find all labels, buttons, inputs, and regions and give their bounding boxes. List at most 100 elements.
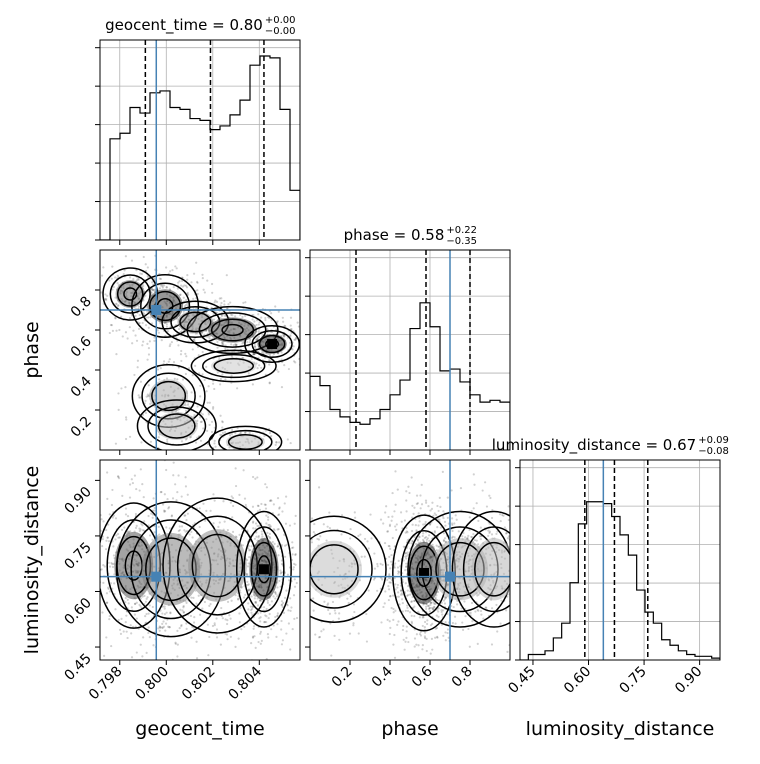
sample-point xyxy=(479,538,482,541)
sample-point xyxy=(184,352,187,355)
sample-point xyxy=(302,581,304,583)
title-minus: −0.35 xyxy=(446,236,477,247)
sample-point xyxy=(114,517,118,520)
sample-point xyxy=(250,357,253,360)
sample-point xyxy=(240,628,243,631)
sample-point xyxy=(104,293,107,296)
sample-point xyxy=(559,566,561,568)
sample-point xyxy=(389,567,392,570)
sample-point xyxy=(560,593,562,595)
sample-point xyxy=(481,489,484,492)
contour-line xyxy=(218,429,273,450)
sample-point xyxy=(146,310,149,313)
sample-point xyxy=(522,579,524,581)
sample-point xyxy=(84,569,86,571)
sample-point xyxy=(210,282,214,286)
sample-point xyxy=(340,533,343,536)
sample-point xyxy=(435,614,438,617)
sample-point xyxy=(126,598,129,602)
sample-point xyxy=(202,427,205,430)
sample-point xyxy=(422,532,425,535)
sample-point xyxy=(523,545,525,547)
sample-point xyxy=(219,462,221,464)
sample-point xyxy=(180,359,183,363)
sample-point xyxy=(284,325,287,328)
contour-line xyxy=(310,544,359,595)
sample-point xyxy=(510,506,512,508)
sample-point xyxy=(369,513,372,516)
sample-point xyxy=(443,602,447,605)
sample-point xyxy=(161,612,164,615)
sample-point xyxy=(225,633,229,636)
sample-point xyxy=(258,321,261,324)
sample-point xyxy=(419,494,422,497)
sample-point xyxy=(270,628,273,631)
sample-point xyxy=(135,339,139,342)
sample-point xyxy=(196,280,199,283)
sample-point xyxy=(490,516,494,520)
sample-point xyxy=(349,537,352,540)
sample-point xyxy=(289,324,292,327)
sample-point xyxy=(461,628,465,631)
sample-point xyxy=(522,580,524,582)
sample-point xyxy=(425,538,428,541)
contour-line xyxy=(179,311,212,333)
truth-marker xyxy=(151,571,162,582)
sample-point xyxy=(292,594,296,597)
contour-line xyxy=(151,380,187,412)
sample-point xyxy=(226,307,229,310)
sample-point xyxy=(191,536,194,539)
sample-point xyxy=(202,288,205,291)
sample-point xyxy=(264,507,268,510)
sample-point xyxy=(188,406,191,409)
panel-geocent_time-phase xyxy=(82,250,300,464)
sample-point xyxy=(265,615,268,618)
sample-point xyxy=(146,342,149,345)
sample-point xyxy=(124,331,128,334)
sample-point xyxy=(211,291,214,294)
sample-point xyxy=(236,387,239,390)
title-plus: +0.00 xyxy=(265,15,296,26)
sample-point xyxy=(108,565,112,568)
sample-point xyxy=(404,551,407,555)
sample-point xyxy=(199,412,203,415)
panel-frame xyxy=(99,459,301,661)
sample-point xyxy=(246,565,250,568)
sample-point xyxy=(128,276,132,279)
sample-point xyxy=(477,543,480,546)
sample-point xyxy=(186,403,190,406)
sample-point xyxy=(86,267,88,269)
sample-point xyxy=(162,625,166,628)
sample-point xyxy=(82,321,84,323)
sample-point xyxy=(310,517,314,520)
contour-line xyxy=(310,515,387,623)
sample-point xyxy=(286,604,289,607)
sample-point xyxy=(253,320,256,323)
sample-point xyxy=(128,496,132,499)
sample-point xyxy=(406,531,409,534)
sample-point xyxy=(229,501,232,504)
sample-point xyxy=(285,632,288,635)
sample-point xyxy=(437,610,440,613)
sample-point xyxy=(169,343,172,346)
sample-point xyxy=(392,618,395,621)
sample-point xyxy=(267,523,270,527)
hist-frame-geocent_time xyxy=(99,39,301,241)
hist-step-phase xyxy=(310,302,510,450)
sample-point xyxy=(451,535,454,538)
sample-point xyxy=(186,274,189,277)
sample-point xyxy=(161,605,165,608)
sample-point xyxy=(221,454,223,456)
sample-point xyxy=(450,536,454,539)
sample-point xyxy=(405,625,408,628)
sample-point xyxy=(221,421,224,424)
sample-point xyxy=(257,504,260,508)
sample-point xyxy=(167,507,170,510)
contour-line xyxy=(213,358,255,374)
sample-point xyxy=(140,522,143,525)
sample-point xyxy=(410,600,413,603)
y-tick-label: 0.2 xyxy=(68,414,95,441)
sample-point xyxy=(398,603,401,606)
sample-point xyxy=(121,494,124,497)
sample-point xyxy=(163,607,166,610)
